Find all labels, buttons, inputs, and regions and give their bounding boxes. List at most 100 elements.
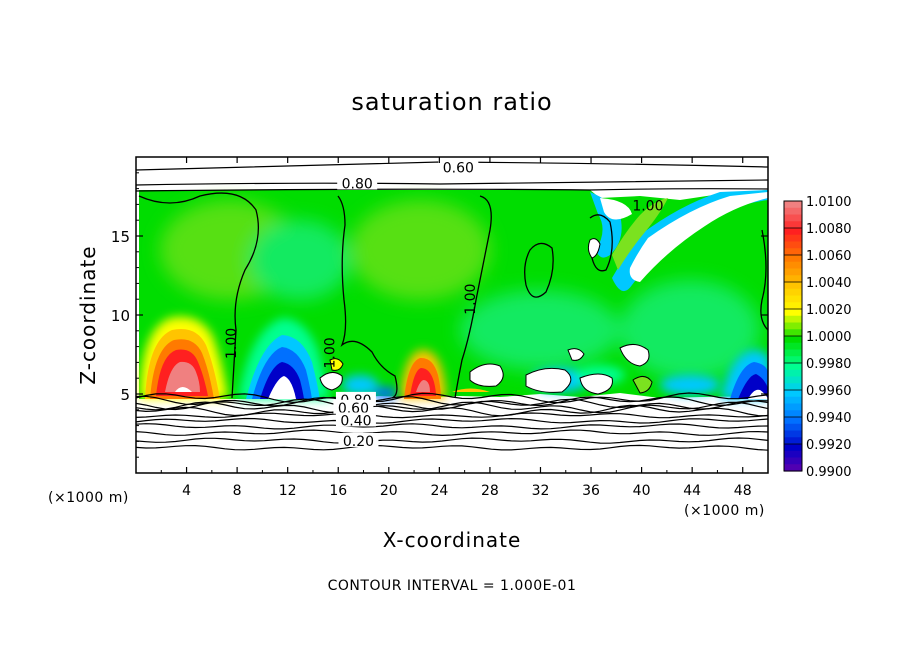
colorbar-swatch [784,363,802,371]
contour-interval-note: CONTOUR INTERVAL = 1.000E-01 [327,578,577,594]
y-tick-label: 15 [111,228,130,246]
colorbar-label: 0.9940 [806,411,852,426]
colorbar-label: 0.9980 [806,357,852,372]
colorbar-swatch [784,423,802,432]
low-contour-line [136,423,768,430]
x-tick-label: 44 [683,483,701,499]
contour-label-text: 0.80 [342,176,373,192]
colorbar-swatch [784,228,802,236]
contour-label: 1.00 [323,337,339,368]
contour-label: 1.00 [463,284,479,315]
contour-label-bg [438,159,479,174]
contour-label-text: 1.00 [632,199,663,215]
colorbar-swatch [784,288,802,297]
colorbar-swatch [784,450,802,459]
contour-label: 0.60 [438,159,479,177]
low-contour-line [136,412,768,419]
colorbar-label: 1.0020 [806,303,852,318]
y-tick-label: 10 [111,307,130,325]
contour-label: 0.40 [335,412,376,429]
low-contour-line [136,417,768,424]
colorbar-swatch [784,464,802,472]
colorbar-swatch [784,457,802,465]
colorbar-swatch [784,417,802,425]
x-unit-label-right: (×1000 m) [684,503,765,519]
y-ticks: 5 10 15 [111,172,768,458]
colorbar-swatch [784,342,802,351]
x-tick-label: 48 [734,483,752,499]
colorbar-swatch [784,214,802,222]
contour-label-text: 0.20 [343,434,374,450]
x-ticks: 4 8 12 16 20 24 28 32 36 40 44 48 [160,157,752,499]
colorbar-swatch [784,295,802,303]
contour-label: 0.80 [337,175,378,192]
colorbar-swatch [784,248,802,256]
colorbar-swatch [784,403,802,411]
colorbar-swatch [784,349,802,357]
colorbar-swatch [784,268,802,276]
colorbar-swatch [784,437,802,445]
contour-label-text: 1.00 [224,328,240,359]
colorbar-swatch [784,241,802,249]
colorbar-swatch [784,336,802,344]
colorbar-swatch [784,376,802,384]
contour-label-text: 1.00 [323,337,339,368]
contour-label: 0.20 [338,432,379,450]
colorbar-swatch [784,356,802,364]
x-tick-label: 20 [380,483,398,499]
colorbar-swatch [784,309,802,317]
colorbar-label: 1.0060 [806,249,852,264]
contour-label-bg [337,175,378,190]
low-contour-line [136,444,768,451]
x-tick-label: 32 [532,483,550,499]
colorbar-swatch [784,201,802,209]
colorbar-label: 1.0100 [806,195,852,210]
colorbar-swatch [784,390,802,398]
x-tick-label: 36 [582,483,600,499]
colorbar-label: 0.9920 [806,438,852,453]
colorbar-swatch [784,430,802,438]
colorbar-swatch [784,275,802,283]
x-tick-label: 4 [182,483,191,499]
low-contour-line [136,401,768,414]
colorbar-label: 1.0040 [806,276,852,291]
colorbar: 1.0100 1.0080 1.0060 1.0040 1.0020 1.0000 0.99… [783,195,852,480]
dry-dome-right [720,350,768,399]
contour-label-text: 1.00 [463,284,479,315]
upper-right-gap [587,190,768,292]
contour-1.00 [138,192,768,399]
plume-left [140,316,228,399]
x-axis-label: X-coordinate [382,528,522,552]
colorbar-swatch [784,207,802,216]
colorbar-swatch [784,369,802,378]
y-tick-label: 5 [120,386,130,404]
colorbar-swatch [784,444,802,452]
contour-label-text: 0.60 [443,161,474,177]
contour-label-bg [333,399,374,414]
contour-labels: 0.600.801.001.001.001.000.800.600.400.20 [224,159,664,450]
low-contour-line [136,429,768,437]
colorbar-swatch [784,322,802,330]
x-tick-label: 40 [633,483,651,499]
x-tick-label: 16 [329,483,347,499]
colorbar-label: 1.0000 [806,330,852,345]
x-tick-label: 28 [481,483,499,499]
x-tick-label: 12 [279,483,297,499]
colorbar-swatch [784,329,802,337]
low-contour-line [136,437,768,444]
colorbar-swatch [784,282,802,290]
x-tick-label: 8 [233,483,242,499]
low-contours [136,392,768,451]
colorbar-swatch [784,396,802,405]
contour-label: 1.00 [632,199,663,215]
x-tick-label: 24 [430,483,448,499]
colorbar-label: 0.9900 [806,465,852,480]
colorbar-swatch [784,383,802,391]
contour-label-bg [335,412,376,427]
chart-title: saturation ratio [351,88,553,116]
x-unit-label-left: (×1000 m) [48,490,129,506]
colorbar-swatch [784,255,802,263]
colorbar-swatch [784,261,802,270]
plume-center [400,349,490,399]
